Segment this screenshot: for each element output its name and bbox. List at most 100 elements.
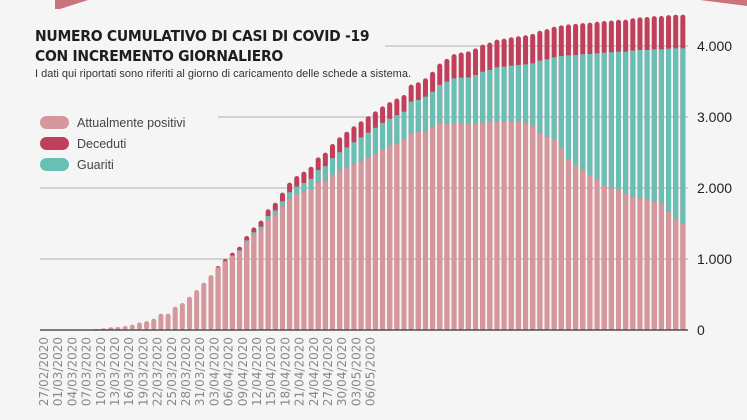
bar-guariti	[473, 74, 478, 124]
bar-guariti	[558, 56, 564, 149]
y-tick-label: 0	[697, 322, 705, 338]
bar-stack	[616, 19, 621, 330]
bar-guariti	[244, 240, 250, 242]
bar-guariti	[322, 166, 328, 181]
bar-positivi	[501, 121, 507, 330]
bar-guariti	[651, 49, 657, 202]
bar-guariti	[601, 52, 607, 186]
bar-positivi	[301, 192, 307, 330]
bar-positivi	[179, 303, 185, 330]
bar-guariti	[430, 91, 436, 127]
bar-stack	[451, 54, 457, 331]
bar-stack	[344, 131, 350, 330]
bar-stack	[644, 16, 650, 331]
x-tick-label: 27/02/2020	[37, 337, 51, 406]
bar-positivi	[115, 327, 121, 330]
bar-positivi	[308, 189, 314, 330]
bar-guariti	[387, 118, 393, 147]
bar-stack	[537, 30, 543, 330]
bar-guariti	[630, 50, 636, 197]
bar-positivi	[229, 255, 235, 330]
bar-guariti	[315, 170, 321, 183]
chart-subtitle: I dati qui riportati sono riferiti al gi…	[35, 68, 412, 80]
bar-positivi	[515, 121, 521, 330]
bar-guariti	[487, 69, 493, 122]
bar-positivi	[587, 175, 593, 330]
bar-guariti	[408, 101, 414, 134]
bar-positivi	[158, 313, 164, 330]
bar-guariti	[608, 52, 614, 189]
bar-stack	[573, 23, 579, 330]
bar-guariti	[537, 60, 543, 133]
bar-stack	[294, 176, 300, 330]
bar-stack	[430, 71, 436, 330]
bar-stack	[523, 35, 529, 331]
bar-stack	[337, 137, 343, 330]
bar-positivi	[451, 124, 457, 331]
x-tick-label: 04/03/2020	[65, 337, 79, 406]
bar-guariti	[358, 137, 364, 161]
bar-stack	[201, 282, 207, 330]
bar-positivi	[430, 126, 436, 330]
bar-stack	[251, 227, 257, 330]
bar-positivi	[494, 121, 500, 330]
bar-stack	[365, 116, 371, 330]
legend-label: Guariti	[77, 157, 114, 172]
bar-positivi	[108, 327, 114, 330]
bar-guariti	[265, 216, 271, 220]
bar-positivi	[565, 160, 571, 330]
bar-positivi	[680, 223, 686, 330]
bar-positivi	[623, 193, 629, 330]
bar-guariti	[308, 178, 314, 190]
bar-stack	[587, 22, 593, 331]
decorative-banner-right	[700, 0, 747, 6]
bar-stack	[594, 21, 600, 330]
bar-stack	[108, 327, 114, 330]
bar-positivi	[258, 229, 264, 330]
x-tick-label: 12/04/2020	[250, 337, 264, 406]
bar-guariti	[594, 53, 600, 180]
bar-stack	[651, 16, 657, 330]
x-tick-label: 06/04/2020	[222, 337, 236, 406]
bar-positivi	[330, 174, 335, 330]
bar-positivi	[573, 164, 579, 330]
bar-guariti	[287, 192, 293, 199]
y-tick-label: 3.000	[697, 109, 732, 125]
bar-positivi	[201, 282, 207, 330]
bar-positivi	[558, 148, 564, 330]
bar-positivi	[351, 164, 357, 330]
bar-stack	[322, 152, 328, 330]
bar-positivi	[551, 140, 557, 330]
bar-positivi	[344, 167, 350, 330]
bar-stack	[394, 98, 400, 330]
bar-positivi	[365, 157, 371, 330]
bar-stack	[637, 17, 643, 330]
x-tick-label: 21/04/2020	[293, 337, 307, 406]
bar-stack	[544, 29, 550, 331]
bar-positivi	[530, 126, 536, 330]
bar-positivi	[244, 241, 250, 330]
bar-positivi	[122, 326, 128, 330]
bar-positivi	[380, 149, 386, 330]
bar-stack	[530, 33, 536, 330]
bar-positivi	[616, 189, 621, 330]
bar-positivi	[265, 219, 271, 330]
bar-positivi	[537, 132, 543, 330]
legend-item-guariti: Guariti	[40, 154, 185, 175]
x-tick-label: 07/03/2020	[80, 337, 94, 406]
bar-positivi	[358, 160, 364, 330]
bar-stack	[301, 171, 307, 330]
bar-positivi	[444, 123, 450, 330]
bar-guariti	[644, 49, 650, 200]
bar-positivi	[408, 133, 414, 330]
bar-positivi	[415, 131, 421, 330]
bar-guariti	[415, 99, 421, 132]
bar-stack	[623, 19, 629, 330]
bar-positivi	[237, 250, 243, 330]
bar-positivi	[544, 136, 550, 330]
bar-stack	[673, 14, 679, 331]
bar-stack	[437, 63, 443, 331]
legend-label: Deceduti	[77, 136, 127, 151]
title-line-2: CON INCREMENTO GIORNALIERO	[35, 47, 283, 65]
bar-positivi	[129, 324, 135, 330]
